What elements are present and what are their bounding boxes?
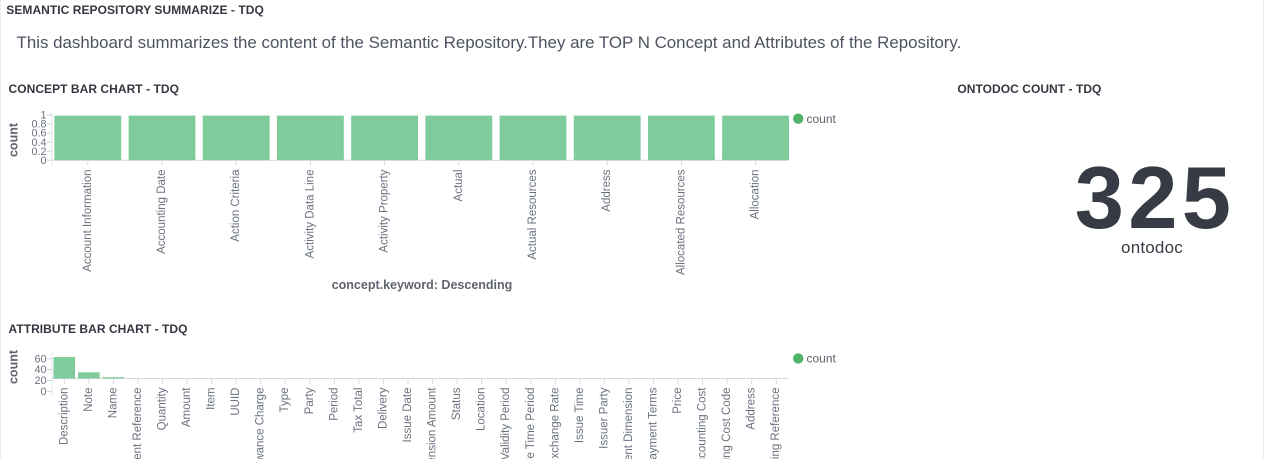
svg-text:Quantity: Quantity bbox=[157, 387, 169, 430]
svg-text:0.2: 0.2 bbox=[31, 146, 46, 158]
svg-text:40: 40 bbox=[34, 364, 46, 376]
svg-text:Issue Time: Issue Time bbox=[574, 388, 586, 444]
svg-text:Amount: Amount bbox=[181, 387, 193, 427]
svg-text:1: 1 bbox=[40, 110, 46, 122]
svg-text:Measurement Dimension: Measurement Dimension bbox=[623, 388, 635, 459]
svg-text:Payment Terms: Payment Terms bbox=[648, 387, 660, 459]
svg-text:Accounting Cost: Accounting Cost bbox=[697, 387, 709, 459]
svg-text:Account Information: Account Information bbox=[82, 170, 94, 272]
svg-text:Allocated Resources: Allocated Resources bbox=[675, 169, 687, 275]
svg-text:Issuer Party: Issuer Party bbox=[598, 387, 610, 449]
svg-text:Activity Data Line: Activity Data Line bbox=[304, 170, 316, 259]
svg-text:Validity Period: Validity Period bbox=[500, 388, 512, 459]
svg-text:Delivery: Delivery bbox=[378, 387, 390, 429]
svg-text:0.6: 0.6 bbox=[31, 128, 46, 140]
svg-text:Allocation: Allocation bbox=[750, 170, 762, 220]
svg-text:Issue Date: Issue Date bbox=[402, 388, 414, 443]
svg-text:Actual: Actual bbox=[453, 170, 465, 202]
svg-text:Activity Property: Activity Property bbox=[379, 169, 391, 252]
svg-text:Document Reference: Document Reference bbox=[132, 388, 144, 459]
svg-text:Effective Time Period: Effective Time Period bbox=[525, 388, 537, 459]
svg-text:Party: Party bbox=[304, 387, 316, 414]
svg-text:Accounting Date: Accounting Date bbox=[156, 170, 168, 254]
svg-text:Address: Address bbox=[601, 169, 613, 211]
svg-text:60: 60 bbox=[34, 353, 46, 365]
svg-text:UUID: UUID bbox=[230, 388, 242, 416]
svg-text:count: count bbox=[7, 122, 21, 157]
svg-text:Name: Name bbox=[107, 388, 119, 419]
svg-text:0.4: 0.4 bbox=[31, 137, 46, 149]
svg-text:Accounting Cost Code: Accounting Cost Code bbox=[721, 388, 733, 459]
svg-text:Item: Item bbox=[206, 388, 218, 410]
svg-text:Type: Type bbox=[279, 388, 291, 413]
svg-text:0: 0 bbox=[40, 155, 46, 167]
svg-text:Allowance Charge: Allowance Charge bbox=[255, 388, 267, 459]
svg-text:0.8: 0.8 bbox=[31, 119, 46, 131]
svg-text:Action Criteria: Action Criteria bbox=[230, 169, 242, 242]
svg-text:0: 0 bbox=[40, 386, 46, 398]
svg-text:Exchange Rate: Exchange Rate bbox=[549, 388, 561, 459]
svg-text:Billing Reference: Billing Reference bbox=[770, 388, 782, 459]
svg-text:Extension Amount: Extension Amount bbox=[427, 387, 439, 459]
svg-text:Location: Location bbox=[476, 388, 488, 431]
svg-text:20: 20 bbox=[34, 375, 46, 387]
svg-text:Description: Description bbox=[58, 388, 70, 446]
svg-text:count: count bbox=[807, 112, 837, 126]
svg-text:count: count bbox=[7, 349, 21, 384]
svg-text:Period: Period bbox=[328, 388, 340, 421]
svg-text:count: count bbox=[807, 352, 837, 366]
svg-text:Actual Resources: Actual Resources bbox=[527, 169, 539, 259]
svg-text:Price: Price bbox=[672, 388, 684, 414]
svg-text:Status: Status bbox=[451, 387, 463, 420]
svg-text:Address: Address bbox=[746, 387, 758, 429]
svg-text:Note: Note bbox=[83, 388, 95, 412]
svg-text:concept.keyword: Descending: concept.keyword: Descending bbox=[332, 278, 513, 292]
svg-text:Tax Total: Tax Total bbox=[353, 388, 365, 433]
